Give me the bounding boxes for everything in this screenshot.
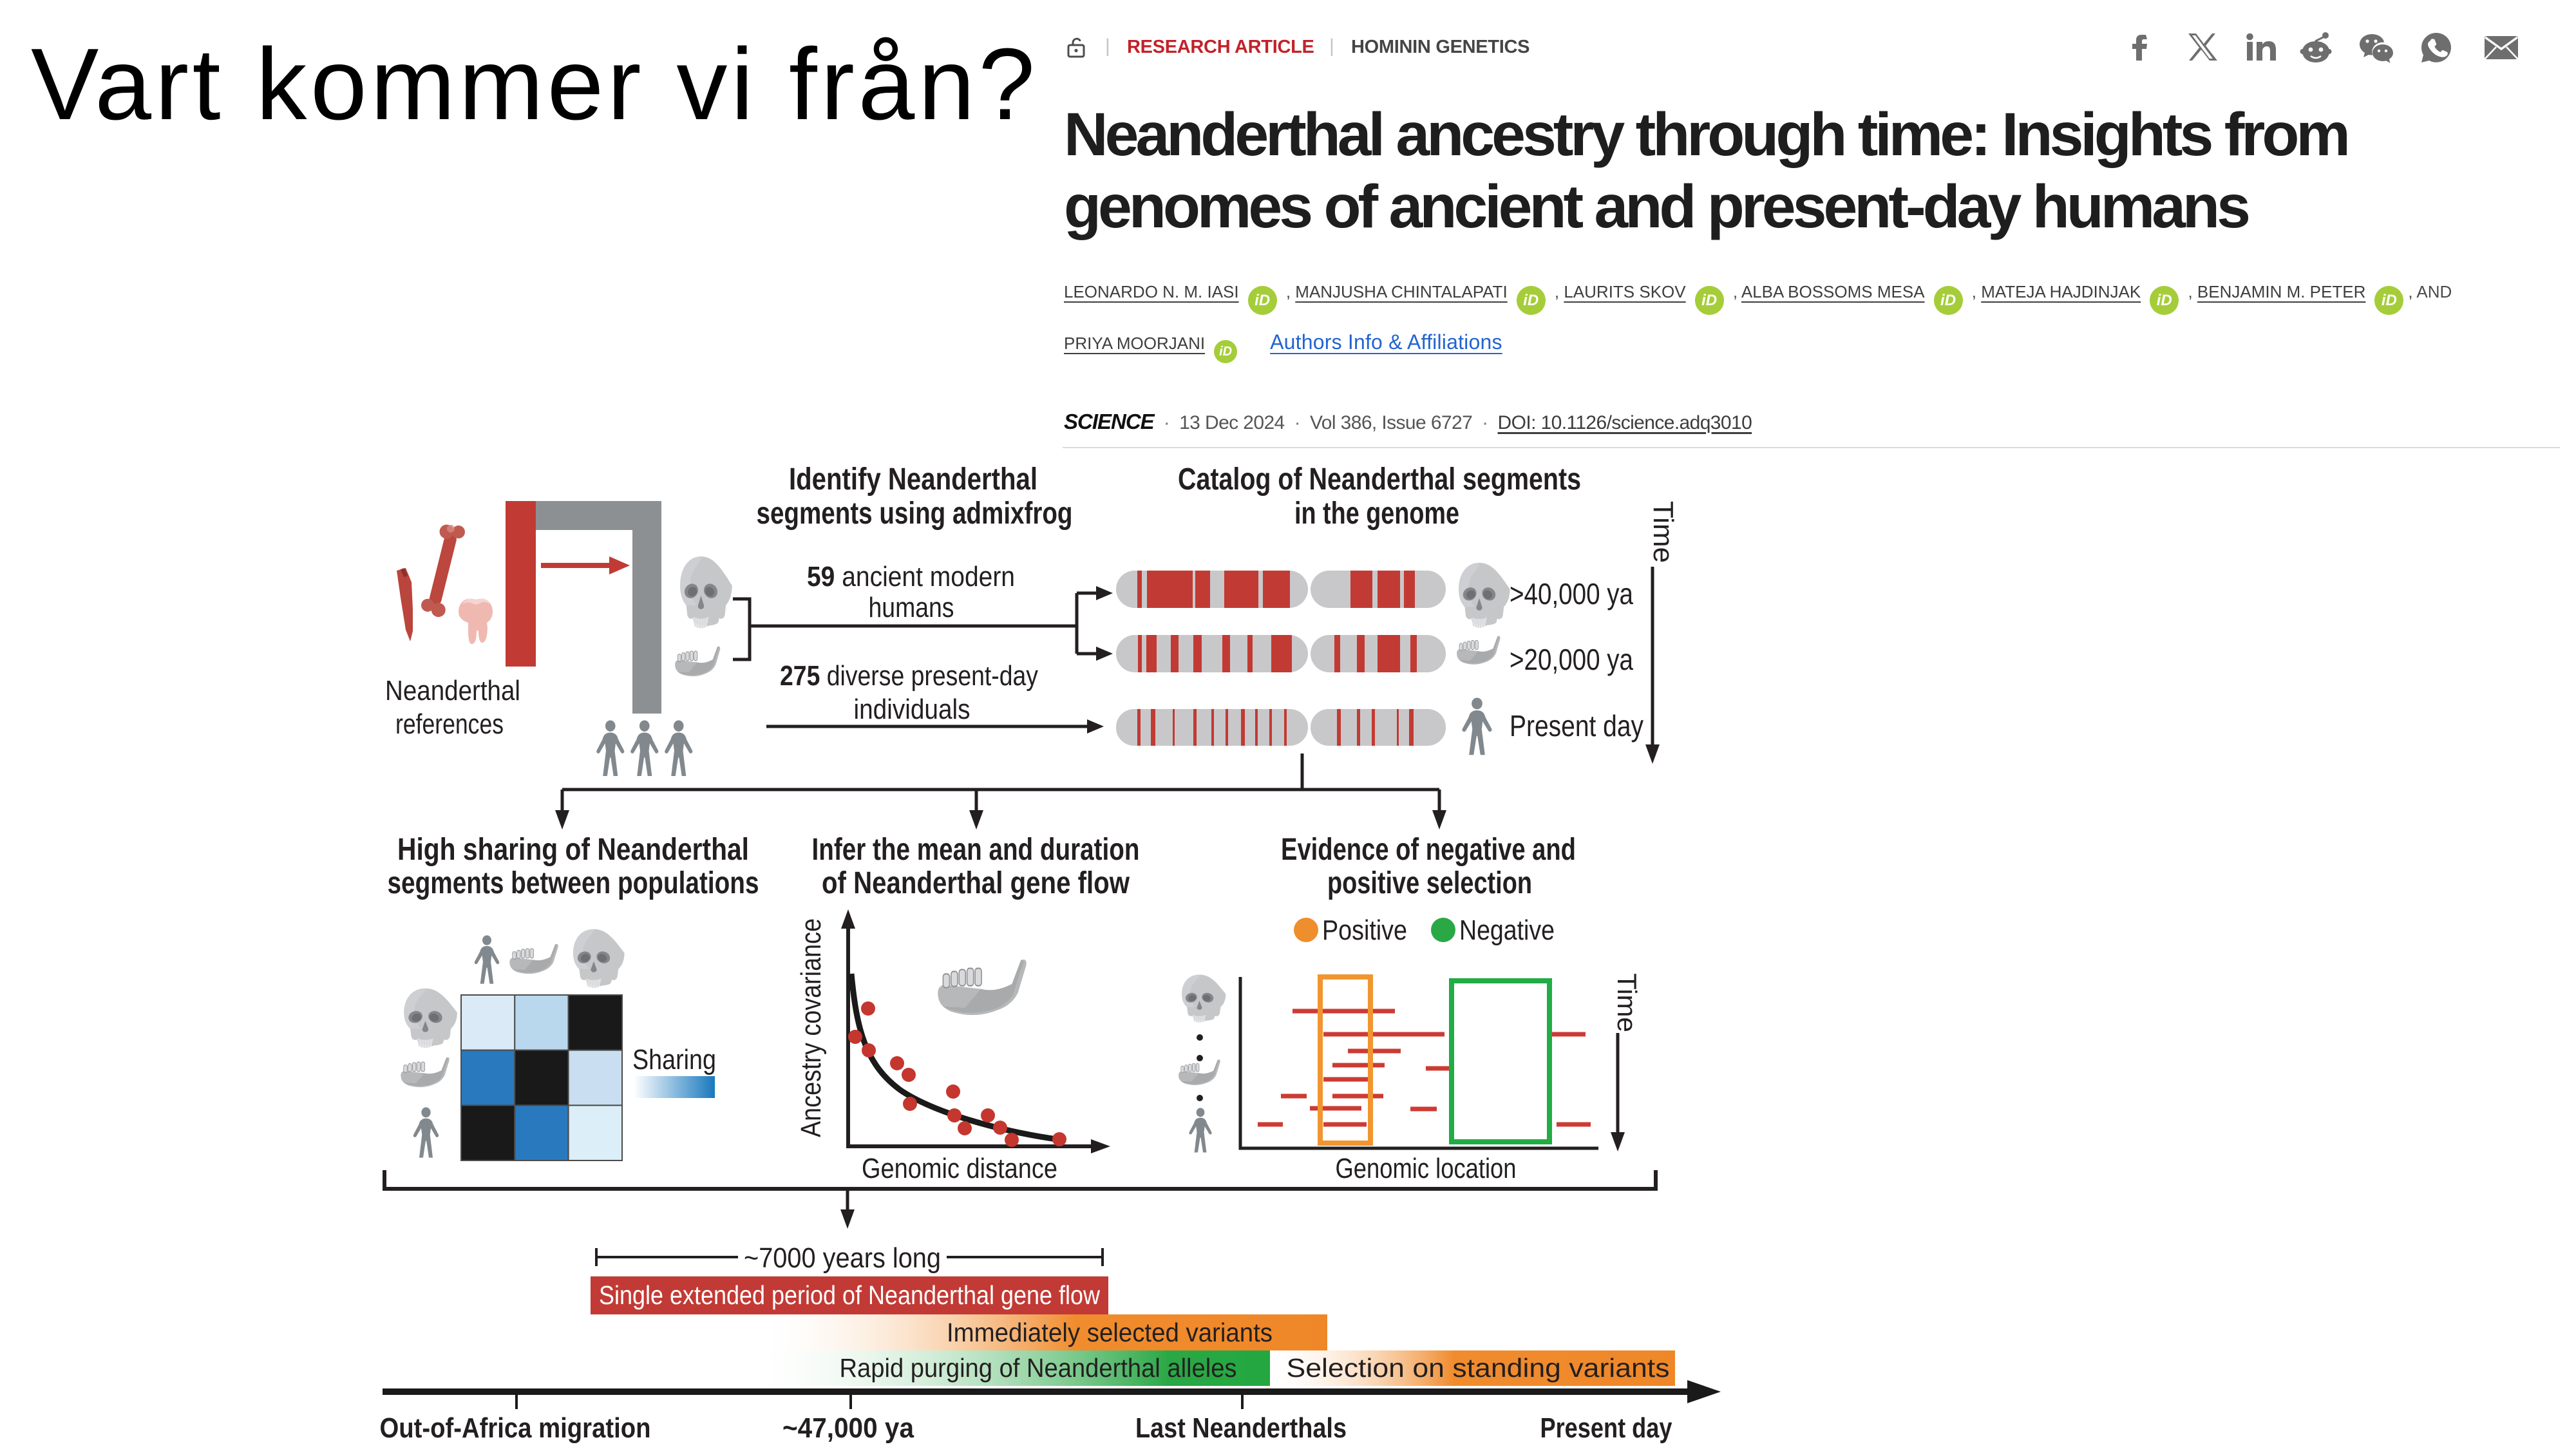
svg-text:Genomic distance: Genomic distance — [862, 1153, 1057, 1184]
svg-text:Selection on standing variants: Selection on standing variants — [1287, 1353, 1670, 1383]
svg-text:of Neanderthal gene flow: of Neanderthal gene flow — [822, 866, 1130, 900]
svg-text:Evidence of negative and: Evidence of negative and — [1281, 833, 1576, 867]
svg-text:Infer the mean and duration: Infer the mean and duration — [812, 833, 1140, 867]
svg-text:Negative: Negative — [1459, 914, 1555, 946]
svg-text:275 diverse present-day: 275 diverse present-day — [780, 660, 1038, 692]
svg-text:~47,000 ya: ~47,000 ya — [782, 1412, 914, 1444]
svg-text:~7000 years long: ~7000 years long — [744, 1242, 941, 1274]
svg-text:Out-of-Africa migration: Out-of-Africa migration — [380, 1412, 651, 1444]
svg-text:Single extended period of Nean: Single extended period of Neanderthal ge… — [599, 1280, 1100, 1310]
svg-text:Neanderthal: Neanderthal — [385, 675, 520, 706]
svg-text:>40,000 ya: >40,000 ya — [1510, 577, 1633, 611]
svg-text:Rapid purging of Neanderthal a: Rapid purging of Neanderthal alleles — [840, 1353, 1237, 1383]
svg-text:>20,000 ya: >20,000 ya — [1510, 643, 1633, 676]
svg-text:Immediately selected variants: Immediately selected variants — [947, 1318, 1273, 1347]
svg-text:High sharing of Neanderthal: High sharing of Neanderthal — [397, 833, 749, 867]
svg-text:Ancestry covariance: Ancestry covariance — [795, 918, 827, 1137]
svg-text:positive selection: positive selection — [1327, 866, 1532, 900]
svg-text:59 ancient modern: 59 ancient modern — [807, 561, 1015, 592]
svg-text:Present day: Present day — [1540, 1412, 1672, 1444]
svg-text:Sharing: Sharing — [632, 1044, 716, 1075]
svg-text:Positive: Positive — [1322, 914, 1407, 946]
svg-text:in the genome: in the genome — [1294, 497, 1459, 531]
svg-text:references: references — [395, 708, 504, 740]
svg-text:individuals: individuals — [854, 694, 971, 725]
svg-text:Catalog of Neanderthal segment: Catalog of Neanderthal segments — [1178, 462, 1581, 497]
svg-text:segments using admixfrog: segments using admixfrog — [757, 497, 1073, 531]
svg-text:Present day: Present day — [1510, 709, 1643, 743]
svg-text:segments between populations: segments between populations — [388, 866, 759, 900]
svg-text:humans: humans — [869, 592, 954, 623]
svg-text:Time: Time — [1647, 501, 1679, 563]
svg-text:Time: Time — [1612, 973, 1642, 1032]
svg-text:Identify Neanderthal: Identify Neanderthal — [789, 462, 1037, 497]
svg-text:Last Neanderthals: Last Neanderthals — [1135, 1412, 1347, 1444]
svg-text:Genomic location: Genomic location — [1336, 1153, 1517, 1184]
